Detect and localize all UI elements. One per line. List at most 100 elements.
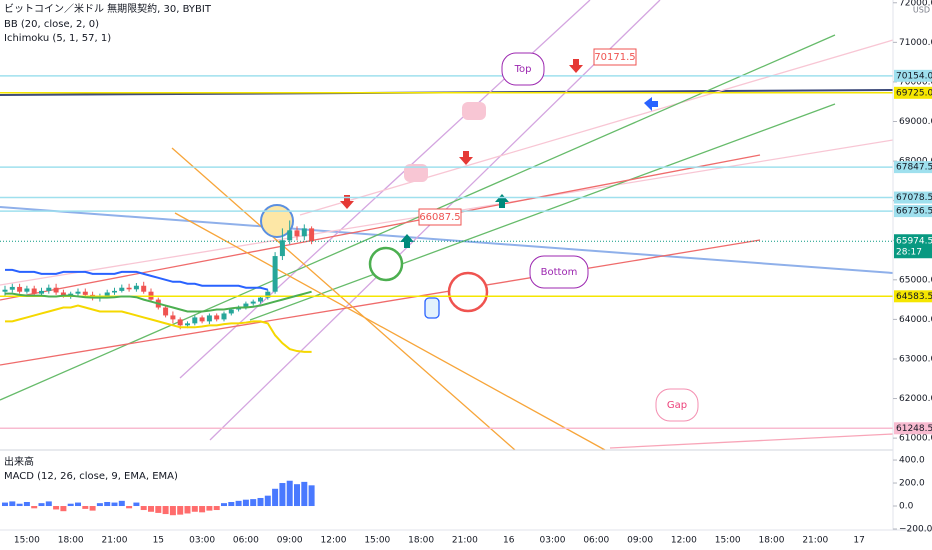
x-tick-label: 15:00 xyxy=(364,536,390,546)
candle-body xyxy=(60,292,66,296)
x-tick-label: 16 xyxy=(503,536,515,546)
candle-body xyxy=(31,288,37,294)
macd-bar xyxy=(133,502,140,507)
cat-icon xyxy=(404,164,428,182)
note-text: 66087.5 xyxy=(419,212,460,223)
x-tick-label: 18:00 xyxy=(759,536,785,546)
macd-bar xyxy=(118,500,125,507)
candle-body xyxy=(163,307,169,316)
candle-body xyxy=(279,240,285,257)
macd-bar xyxy=(177,506,184,515)
current-price-box xyxy=(894,234,932,259)
x-tick-label: 03:00 xyxy=(189,536,215,546)
candle-body xyxy=(287,230,293,241)
callout-text: Top xyxy=(514,64,532,75)
callout-text: Bottom xyxy=(541,267,578,278)
macd-bar xyxy=(75,502,81,507)
trend-line xyxy=(299,39,894,216)
indicator-line xyxy=(5,290,312,313)
price-label: 64583.5 xyxy=(896,292,932,302)
candle-body xyxy=(309,228,315,242)
price-label: 61248.5 xyxy=(896,424,932,434)
x-tick-label: 21:00 xyxy=(452,536,478,546)
axes: 72000.071000.070000.069000.068000.067000… xyxy=(14,0,932,546)
macd-bar xyxy=(228,501,235,507)
sad-face-icon xyxy=(447,271,489,313)
macd-bar xyxy=(308,485,315,507)
candle-body xyxy=(9,286,15,290)
drawings xyxy=(0,0,894,451)
arrow-icon xyxy=(569,59,583,73)
x-tick-label: 21:00 xyxy=(102,536,128,546)
smiley-icon xyxy=(260,204,294,238)
candle-body xyxy=(133,285,139,290)
candle-body xyxy=(221,313,227,320)
candle-body xyxy=(2,289,8,292)
x-tick-label: 12:00 xyxy=(671,536,697,546)
price-label: 67847.5 xyxy=(896,163,932,173)
candle-body xyxy=(82,291,88,295)
macd-bar xyxy=(126,506,133,509)
macd-bar xyxy=(16,503,23,507)
macd-bar xyxy=(104,501,111,507)
candle-body xyxy=(294,230,300,237)
y-tick-label: 70000.0 xyxy=(899,77,932,87)
price-label-box xyxy=(894,205,932,218)
trend-line xyxy=(171,147,516,451)
candle-body xyxy=(228,309,234,314)
arrow-icon xyxy=(644,97,658,111)
candle-body xyxy=(24,288,30,292)
candle-body xyxy=(301,228,307,237)
callout: Top Bottom Gap 70171.5 66087.5 xyxy=(418,48,699,422)
trend-line xyxy=(0,239,761,366)
macd-bar xyxy=(162,506,169,515)
macd-bar xyxy=(279,483,286,507)
x-tick-label: 18:00 xyxy=(58,536,84,546)
x-tick-label: 15:00 xyxy=(715,536,741,546)
candle-body xyxy=(206,315,212,322)
macd-bar xyxy=(250,499,257,507)
macd-bar xyxy=(140,506,147,511)
candle-body xyxy=(177,319,183,326)
indicator-line xyxy=(5,268,269,291)
symbol-title: ビットコイン／米ドル 無期限契約, 30, BYBIT xyxy=(4,2,212,15)
price-label: 67078.5 xyxy=(896,193,932,203)
candle-body xyxy=(214,315,220,320)
indicator-label: BB (20, close, 2, 0) xyxy=(4,19,99,30)
macd-bar xyxy=(2,502,8,507)
price-label: 70154.0 xyxy=(896,71,932,81)
macd-bar xyxy=(191,506,198,512)
indicator-label: Ichimoku (5, 1, 57, 1) xyxy=(4,33,111,44)
y-tick-label: 71000.0 xyxy=(899,38,932,48)
macd-bar xyxy=(221,503,227,507)
x-tick-label: 12:00 xyxy=(321,536,347,546)
candle-body xyxy=(243,303,249,308)
macd-bar xyxy=(23,501,30,507)
candle-body xyxy=(119,287,125,291)
x-tick-label: 06:00 xyxy=(583,536,609,546)
candle-body xyxy=(185,323,190,326)
macd-bar xyxy=(264,495,271,507)
price-label: 66736.5 xyxy=(896,207,932,217)
arrow-icon xyxy=(495,194,509,208)
cat-icon xyxy=(462,102,486,120)
note-box xyxy=(418,208,462,226)
candle-body xyxy=(199,317,205,322)
pane-title: MACD (12, 26, close, 9, EMA, EMA) xyxy=(4,471,178,482)
y-tick-label: −200.0 xyxy=(899,525,932,535)
candle-body xyxy=(53,287,59,293)
x-tick-label: 18:00 xyxy=(408,536,434,546)
macd-bar xyxy=(213,506,220,511)
y-tick-label: 62000.0 xyxy=(899,394,932,404)
macd-bar xyxy=(60,506,67,512)
x-tick-label: 15:00 xyxy=(14,536,40,546)
callout-bubble xyxy=(529,255,589,289)
macd-bar xyxy=(96,503,103,507)
y-tick-label: 61000.0 xyxy=(899,434,932,444)
currency-label: USD xyxy=(913,6,930,15)
indicator-line xyxy=(5,304,312,353)
macd-bar xyxy=(9,501,16,507)
macd-bar xyxy=(184,506,191,514)
macd-bar xyxy=(235,500,242,507)
x-tick-label: 03:00 xyxy=(540,536,566,546)
